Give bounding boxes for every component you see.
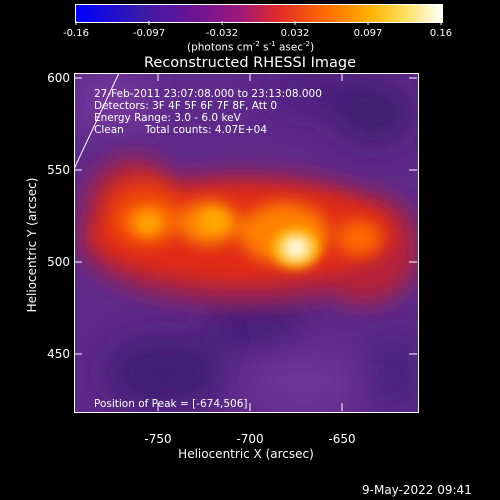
colorbar-tick: 0.032 <box>280 28 310 39</box>
colorbar <box>75 4 443 23</box>
footer-date: 9-May-2022 09:41 <box>362 483 472 497</box>
detectors-label: Detectors: 3F 4F 5F 6F 7F 8F, Att 0 <box>94 100 278 112</box>
x-tick-label: -750 <box>144 432 172 446</box>
total-counts-label: Total counts: 4.07E+04 <box>145 124 268 136</box>
colorbar-tick: 0.097 <box>353 28 383 39</box>
time-range-label: 27-Feb-2011 23:07:08.000 to 23:13:08.000 <box>94 88 322 100</box>
energy-range-label: Energy Range: 3.0 - 6.0 keV <box>94 112 241 124</box>
colorbar-tick: -0.032 <box>205 28 239 39</box>
limb-line <box>74 73 120 170</box>
colorbar-tick: -0.097 <box>132 28 166 39</box>
colorbar-ticks <box>75 21 442 25</box>
colorbar-units: (photons cm-2 s-1 asec-2) <box>187 40 315 54</box>
x-tick-label: -650 <box>328 432 356 446</box>
colorbar-tick: 0.16 <box>429 28 453 39</box>
emission-core <box>134 209 320 268</box>
clean-method-label: Clean <box>94 124 124 136</box>
y-tick-label: 450 <box>47 347 70 361</box>
x-axis-label: Heliocentric X (arcsec) <box>178 447 314 461</box>
y-tick-label: 600 <box>47 71 70 85</box>
x-tick-label: -700 <box>236 432 264 446</box>
y-tick-label: 500 <box>47 255 70 269</box>
peak-position-label: Position of Peak = [-674,506] <box>94 398 248 410</box>
plot-frame <box>74 73 419 413</box>
colorbar-tick: -0.16 <box>63 28 89 39</box>
image-mottle <box>74 75 418 412</box>
y-tick-label: 550 <box>47 163 70 177</box>
plot-title: Reconstructed RHESSI Image <box>143 55 356 71</box>
rhessi-image <box>74 73 418 412</box>
y-axis-label: Heliocentric Y (arcsec) <box>25 177 39 313</box>
